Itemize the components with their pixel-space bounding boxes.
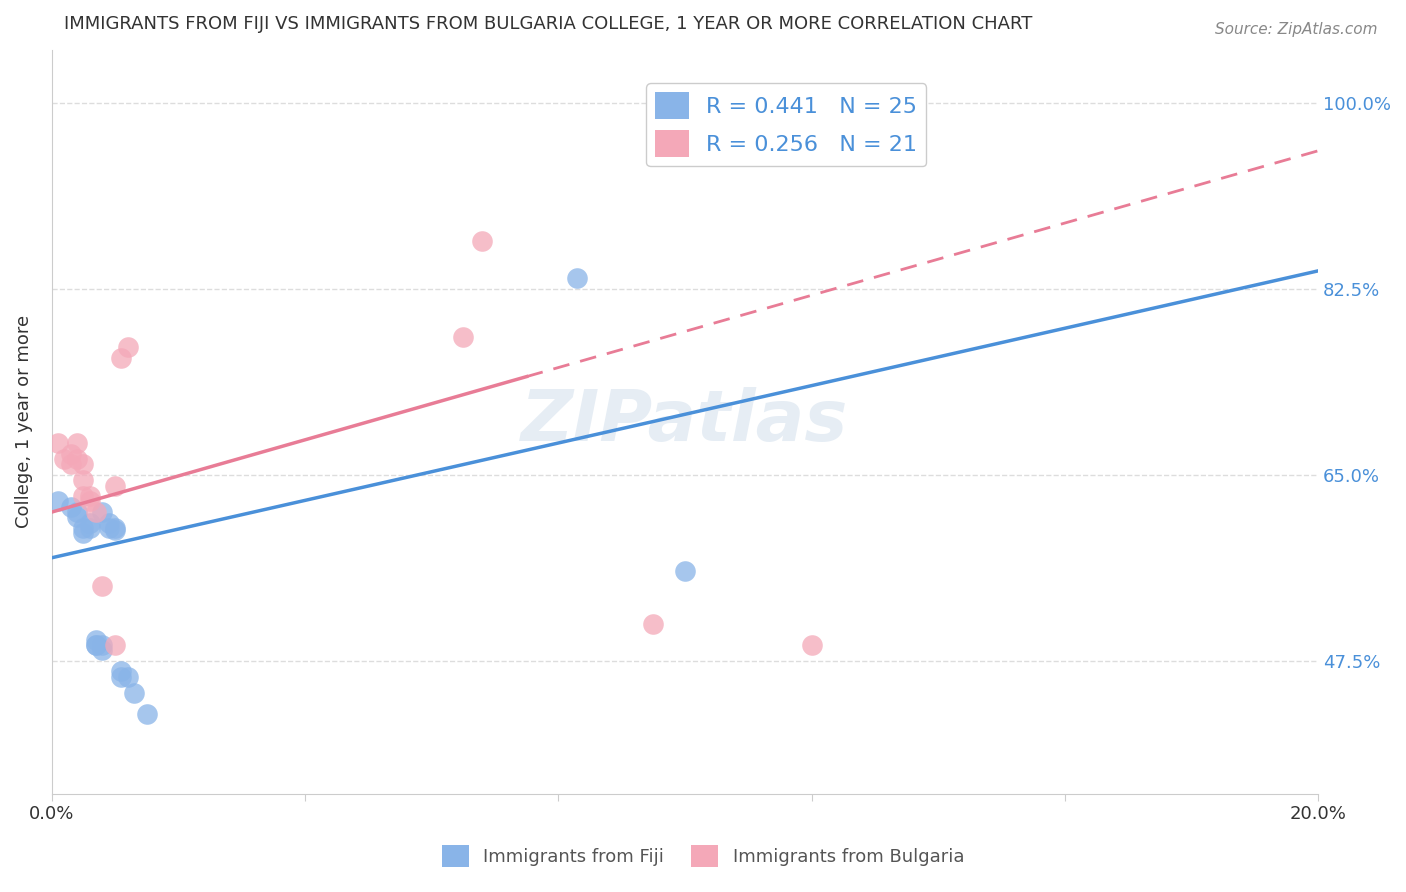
Point (53, 452, 76, 467)
Legend: R = 0.441   N = 25, R = 0.256   N = 21: R = 0.441 N = 25, R = 0.256 N = 21 (647, 83, 927, 167)
Point (110, 351, 132, 365)
Point (567, 271, 589, 285)
Point (79, 516, 101, 530)
Point (72, 526, 94, 541)
Point (79, 494, 101, 508)
Point (104, 523, 127, 537)
Point (84, 632, 107, 647)
Text: Source: ZipAtlas.com: Source: ZipAtlas.com (1215, 22, 1378, 37)
Point (46, 436, 69, 450)
Point (673, 564, 696, 578)
Point (104, 478, 127, 492)
Point (104, 521, 127, 535)
Legend: Immigrants from Fiji, Immigrants from Bulgaria: Immigrants from Fiji, Immigrants from Bu… (434, 838, 972, 874)
Point (72, 457, 94, 471)
Point (84, 638, 107, 652)
Point (79, 521, 101, 535)
Point (97, 521, 120, 535)
Point (643, 616, 665, 631)
Point (72, 473, 94, 487)
Point (79, 489, 101, 503)
Point (91, 638, 114, 652)
Point (97, 516, 120, 530)
Point (66, 505, 89, 519)
Point (110, 665, 132, 679)
Point (84, 505, 107, 519)
Point (59, 500, 82, 514)
Point (91, 505, 114, 519)
Point (66, 510, 89, 524)
Point (91, 579, 114, 593)
Point (91, 643, 114, 657)
Point (471, 234, 494, 248)
Point (66, 452, 89, 467)
Point (117, 340, 139, 354)
Point (46, 494, 69, 508)
Point (104, 638, 127, 652)
Point (84, 638, 107, 652)
Point (110, 670, 132, 684)
Point (122, 686, 145, 700)
Point (117, 670, 139, 684)
Y-axis label: College, 1 year or more: College, 1 year or more (15, 315, 32, 528)
Text: IMMIGRANTS FROM FIJI VS IMMIGRANTS FROM BULGARIA COLLEGE, 1 YEAR OR MORE CORRELA: IMMIGRANTS FROM FIJI VS IMMIGRANTS FROM … (65, 15, 1033, 33)
Point (72, 489, 94, 503)
Point (66, 436, 89, 450)
Point (59, 457, 82, 471)
Point (59, 447, 82, 461)
Point (800, 638, 823, 652)
Point (453, 330, 475, 344)
Point (72, 521, 94, 535)
Text: ZIPatlas: ZIPatlas (522, 387, 849, 456)
Point (135, 706, 157, 721)
